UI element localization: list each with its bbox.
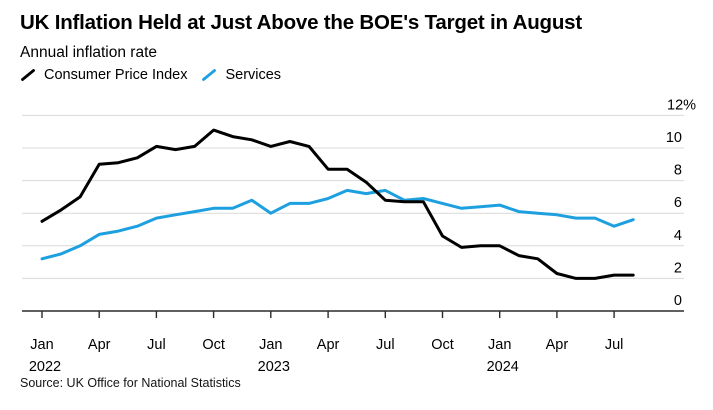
legend-item-services[interactable]: Services (201, 67, 281, 83)
chart-subtitle: Annual inflation rate (20, 44, 158, 61)
x-axis-month-label: Apr (317, 337, 340, 353)
x-axis-month-label: Apr (546, 337, 569, 353)
chart-title: UK Inflation Held at Just Above the BOE'… (20, 11, 582, 34)
cpi-line (40, 128, 635, 280)
services-line (40, 188, 635, 261)
y-axis-label: 2 (674, 260, 682, 276)
cpi-line-icon (21, 69, 35, 81)
legend-item-cpi[interactable]: Consumer Price Index (20, 67, 187, 83)
x-axis-month-label: Oct (431, 337, 454, 353)
x-axis-month-label: Jul (147, 337, 166, 353)
x-axis-month-label: Jul (605, 337, 624, 353)
x-axis-year-label: 2024 (487, 359, 519, 375)
y-axis-label: 4 (674, 228, 682, 244)
legend-label-services: Services (225, 67, 282, 83)
services-line-icon (202, 69, 217, 81)
y-axis-label: 10 (666, 130, 682, 146)
y-axis-label: 6 (674, 195, 682, 211)
x-axis-month-label: Jul (376, 337, 395, 353)
y-axis-label: 0 (674, 293, 682, 309)
y-axis-label: 12% (667, 97, 696, 113)
legend-label-cpi: Consumer Price Index (44, 67, 188, 83)
x-axis-year-label: 2022 (29, 359, 61, 375)
x-axis-month-label: Apr (88, 337, 111, 353)
x-axis-month-label: Jan (30, 337, 53, 353)
x-axis-month-label: Jan (488, 337, 511, 353)
y-axis-label: 8 (674, 163, 682, 179)
chart-legend: Consumer Price Index Services (20, 67, 281, 83)
x-axis-year-label: 2023 (258, 359, 290, 375)
source-note: Source: UK Office for National Statistic… (20, 376, 241, 390)
x-axis-month-label: Jan (259, 337, 282, 353)
x-axis-month-label: Oct (202, 337, 225, 353)
